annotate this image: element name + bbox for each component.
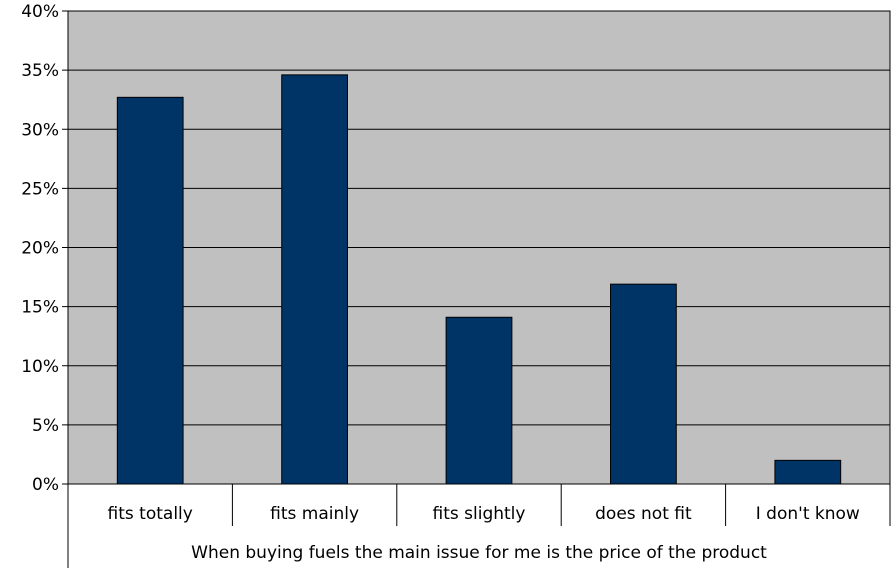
bar	[774, 459, 842, 485]
y-tick-label: 40%	[21, 2, 59, 22]
y-tick-label: 25%	[21, 179, 59, 199]
bar	[116, 96, 184, 485]
x-tick-label: I don't know	[756, 504, 860, 524]
bars	[116, 74, 842, 485]
y-tick-label: 15%	[21, 298, 59, 318]
x-tick-label: does not fit	[595, 504, 692, 524]
y-tick-label: 10%	[21, 357, 59, 377]
y-tick-label: 20%	[21, 239, 59, 259]
category-group-label: When buying fuels the main issue for me …	[191, 543, 767, 563]
x-tick-label: fits totally	[108, 504, 193, 524]
x-axis: fits totally fits mainly fits slightly does…	[68, 483, 891, 526]
bar	[445, 316, 513, 485]
y-tick-label: 0%	[32, 475, 59, 495]
bar	[610, 283, 677, 485]
y-tick-label: 35%	[21, 61, 59, 81]
gridlines	[68, 69, 890, 426]
x-tick-label: fits slightly	[433, 504, 526, 524]
x-tick-label: fits mainly	[270, 504, 359, 524]
y-tick-label: 5%	[32, 416, 59, 436]
y-tick-label: 30%	[21, 120, 59, 140]
y-axis: 0% 5% 10% 15% 20% 25% 30% 35% 40%	[21, 2, 69, 568]
bar	[281, 74, 348, 485]
